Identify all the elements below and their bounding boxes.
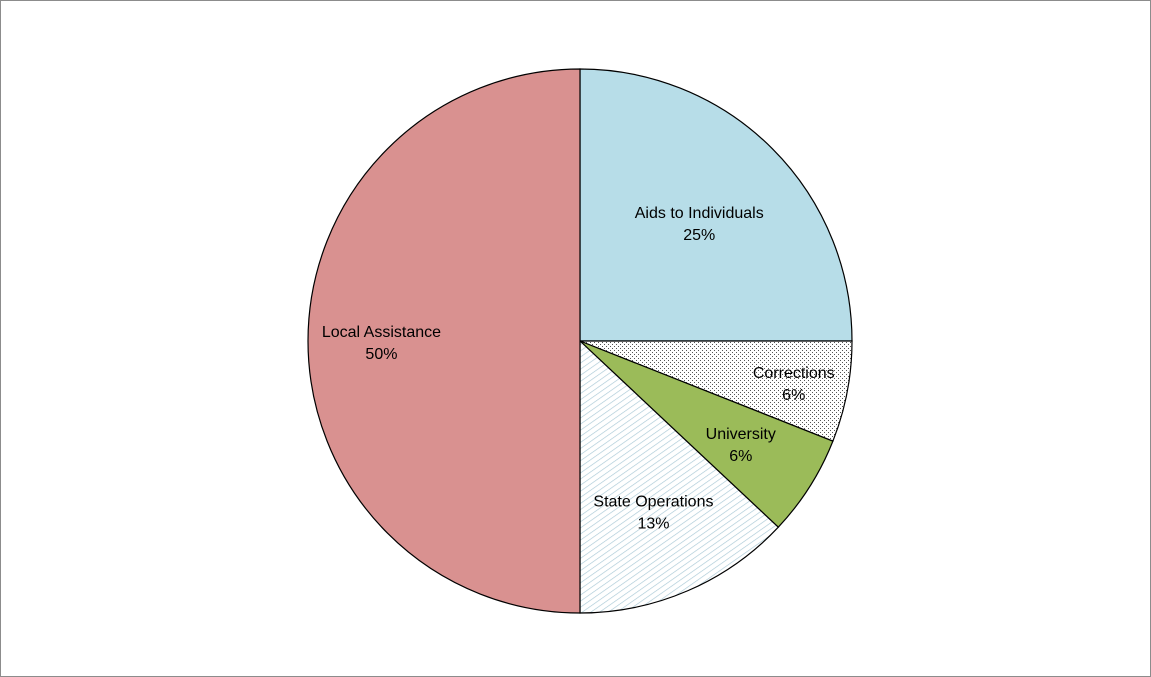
slice-category-name: Aids to Individuals bbox=[635, 205, 764, 222]
slice-percentage: 13% bbox=[637, 516, 669, 533]
slice-label-state-operations: State Operations 13% bbox=[593, 494, 713, 533]
slice-percentage: 25% bbox=[683, 227, 715, 244]
slice-category-name: Corrections bbox=[753, 365, 835, 382]
slice-category-name: University bbox=[706, 426, 776, 443]
slice-percentage: 50% bbox=[365, 346, 397, 363]
slice-percentage: 6% bbox=[729, 448, 752, 465]
slice-category-name: State Operations bbox=[593, 494, 713, 511]
slice-label-local-assistance: Local Assistance 50% bbox=[322, 324, 441, 363]
pie-slice-aids-to-individuals bbox=[579, 68, 853, 342]
slice-label-university: University 6% bbox=[706, 426, 776, 465]
pie-slice-state-operations bbox=[579, 339, 780, 614]
slice-percentage: 6% bbox=[782, 387, 805, 404]
pie-slice-local-assistance bbox=[307, 68, 581, 614]
slice-label-aids-to-individuals: Aids to Individuals 25% bbox=[635, 205, 764, 244]
slice-category-name: Local Assistance bbox=[322, 324, 441, 341]
slice-label-corrections: Corrections 6% bbox=[753, 365, 835, 404]
